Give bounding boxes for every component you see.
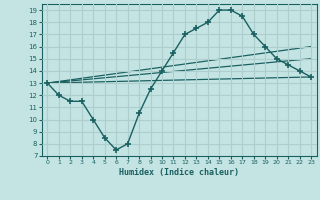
X-axis label: Humidex (Indice chaleur): Humidex (Indice chaleur) [119,168,239,177]
